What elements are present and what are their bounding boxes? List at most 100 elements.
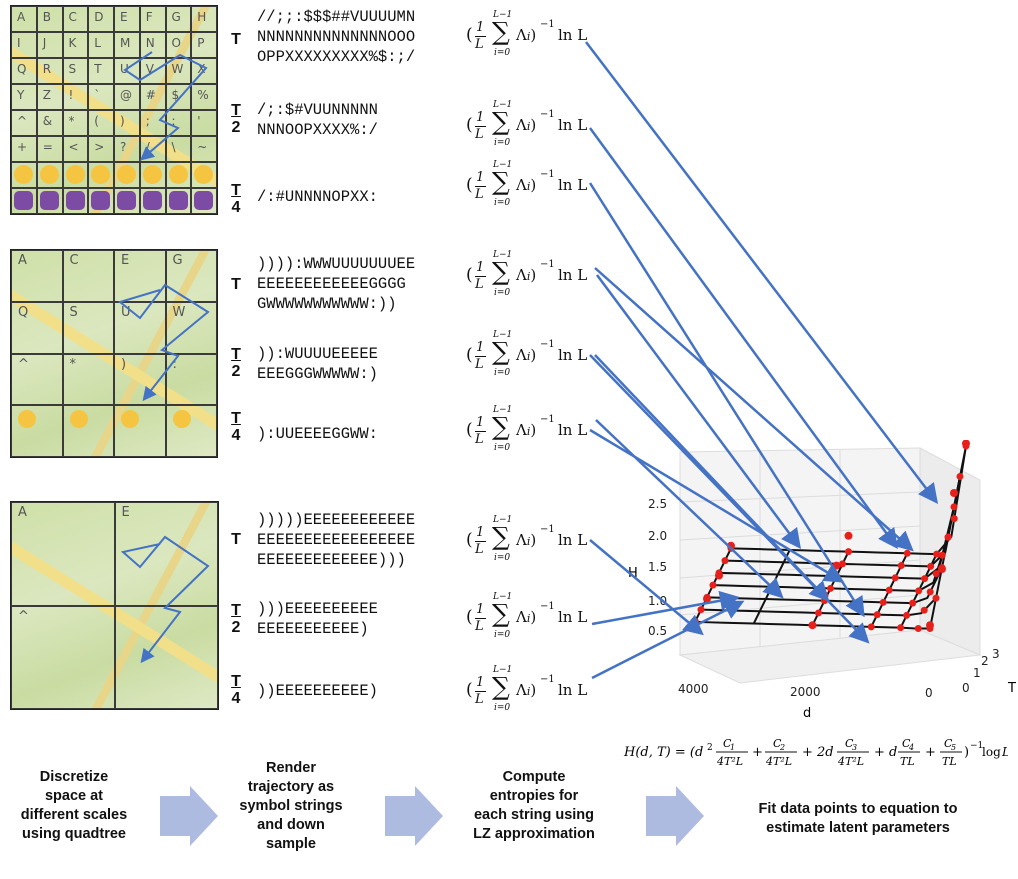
data-point [938, 551, 946, 559]
data-point [927, 562, 935, 570]
string-r1-t: //;;:$$$##VUUUUMN NNNNNNNNNNNNNNOOO OPPX… [257, 8, 416, 66]
emoji-icon [88, 162, 114, 188]
grid-cell: C [62, 250, 114, 302]
string-r1-t2: /;:$#VUUNNNNN NNNOOPXXXX%:/ [257, 101, 378, 139]
grid-cell: ( [88, 110, 114, 136]
grid-cell: Y [11, 84, 37, 110]
string-r2-t4: ):UUEEEEGGWW: [257, 425, 378, 443]
trajectory-3 [120, 535, 210, 664]
svg-text:C: C [773, 737, 782, 750]
grid-cell: * [62, 353, 114, 406]
svg-text:): ) [964, 745, 969, 760]
emoji-icon [139, 188, 166, 214]
step-arrow-2 [385, 786, 443, 846]
emoji-icon [62, 405, 114, 457]
entropy-formula: (1 L L−1 ∑ i=0 Λi) −1 ln L [466, 160, 588, 208]
data-point [844, 531, 853, 540]
grid-cell: V [139, 58, 166, 84]
grid-cell: L [88, 32, 114, 58]
entropy-formula: (1 L L−1 ∑ i=0 Λi) −1 ln L [466, 592, 588, 640]
svg-text:L: L [1001, 745, 1008, 759]
svg-text:+: + [752, 745, 763, 760]
data-point [815, 609, 822, 617]
grid-cell: U [114, 301, 166, 354]
grid-cell: W [165, 58, 192, 84]
grid-2x2: A E ^ [10, 501, 219, 710]
x-tick-label: 4000 [678, 682, 709, 696]
emoji-icon [191, 188, 217, 214]
grid-cell: P [191, 32, 217, 58]
svg-text:H(d, T) = (d: H(d, T) = (d [623, 745, 703, 760]
grid-cell: R [36, 58, 63, 84]
data-point [950, 515, 958, 523]
emoji-icon [114, 188, 140, 214]
grid-cell: E [114, 6, 140, 32]
x-tick-label: 0 [925, 686, 933, 700]
data-point [845, 548, 852, 556]
grid-cell: < [62, 136, 89, 162]
data-point [903, 549, 911, 557]
emoji-icon [114, 162, 140, 188]
svg-text:C: C [944, 737, 953, 750]
grid-cell: ) [114, 110, 140, 136]
data-point [715, 569, 723, 577]
grid-cell: : [165, 353, 217, 406]
data-point [962, 442, 970, 450]
floor-pane [678, 629, 982, 684]
data-point [950, 503, 958, 511]
fit-equation: H(d, T) = (d 2 C1 4T²L + C2 4T²L + 2d C3… [623, 737, 1008, 768]
grid-cell: % [191, 84, 217, 110]
grid-cell: X [191, 58, 217, 84]
entropy-formula: (1 L L−1 ∑ i=0 Λi) −1 ln L [466, 665, 588, 713]
svg-text:1: 1 [730, 743, 735, 752]
grid-cell: I [11, 32, 37, 58]
string-r2-t2: )):WUUUUEEEEE EEEGGGWWWWW:) [257, 345, 378, 383]
grid-cell: Q [11, 58, 37, 84]
data-point [932, 594, 940, 602]
svg-text:+ d: + d [874, 745, 897, 760]
svg-text:2: 2 [779, 743, 785, 752]
grid-cell: D [88, 6, 114, 32]
string-r3-t2: )))EEEEEEEEEE EEEEEEEEEEE) [257, 600, 378, 638]
grid-cell: H [191, 6, 217, 32]
grid-cell: A [11, 250, 63, 302]
data-point [879, 598, 887, 606]
grid-cell: \ [165, 136, 192, 162]
grid-cell: = [36, 136, 63, 162]
emoji-icon [165, 405, 217, 457]
data-point [709, 581, 717, 589]
y-tick-label: 1.0 [648, 594, 667, 608]
data-point [703, 593, 711, 601]
emoji-icon [62, 188, 89, 214]
grid-cell: > [88, 136, 114, 162]
grid-cell: B [36, 6, 63, 32]
svg-text:4T²L: 4T²L [716, 755, 743, 768]
grid-cell: Z [36, 84, 63, 110]
mapping-arrow [595, 419, 784, 599]
grid-cell: ^ [11, 605, 115, 709]
mapping-arrow [591, 600, 745, 680]
grid-cell: * [62, 110, 89, 136]
data-point [933, 550, 941, 558]
data-point [914, 625, 922, 632]
svg-text:3: 3 [852, 743, 857, 752]
mapping-arrow [595, 274, 801, 550]
entropy-formula: (1 L L−1 ∑ i=0 Λi) −1 ln L [466, 10, 588, 58]
mapping-arrow [594, 267, 914, 552]
svg-text:+: + [925, 745, 936, 760]
z-axis-label: T [1007, 681, 1016, 696]
t-label: T [231, 276, 241, 293]
grid-cell: # [139, 84, 166, 110]
trajectory-2 [117, 283, 210, 402]
svg-text:−1: −1 [970, 741, 983, 751]
data-point [721, 557, 729, 565]
emoji-icon [11, 188, 37, 214]
grid-cell: O [165, 32, 192, 58]
data-point [956, 472, 964, 480]
grid-4x4: A C E G Q S U W ^ *): [10, 249, 218, 458]
